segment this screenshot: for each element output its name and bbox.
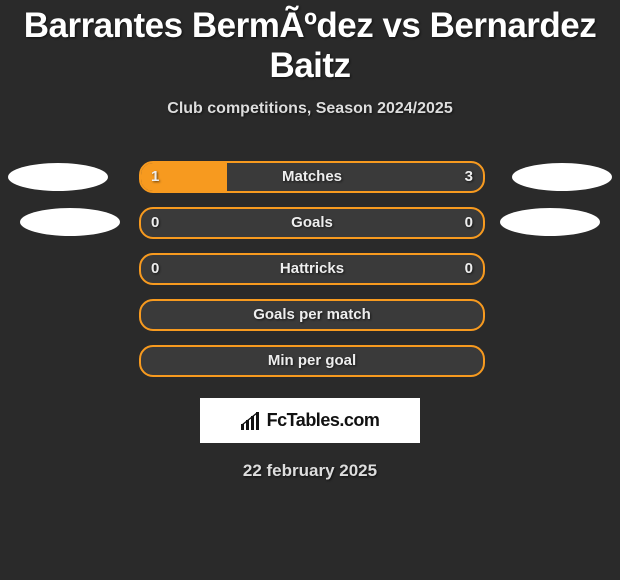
infographic-date: 22 february 2025: [0, 461, 620, 481]
stat-row: Min per goal: [0, 338, 620, 384]
comparison-card: Barrantes BermÃºdez vs Bernardez Baitz C…: [0, 0, 620, 580]
fctables-logo[interactable]: FcTables.com: [200, 398, 420, 443]
stat-row: Goals per match: [0, 292, 620, 338]
stat-label: Matches: [141, 163, 483, 191]
team-marker-right: [500, 208, 600, 236]
stat-label: Min per goal: [141, 347, 483, 375]
stat-bar: 00Goals: [139, 207, 485, 239]
stat-row: 00Goals: [0, 200, 620, 246]
stat-bar: 00Hattricks: [139, 253, 485, 285]
stat-rows: 13Matches 00Goals 00Hattricks Goals per mat…: [0, 154, 620, 384]
bar-chart-icon: [241, 412, 263, 430]
stat-label: Hattricks: [141, 255, 483, 283]
stat-label: Goals per match: [141, 301, 483, 329]
stat-row: 13Matches: [0, 154, 620, 200]
stat-label: Goals: [141, 209, 483, 237]
page-subtitle: Club competitions, Season 2024/2025: [0, 100, 620, 118]
page-title: Barrantes BermÃºdez vs Bernardez Baitz: [0, 0, 620, 86]
stat-bar: Min per goal: [139, 345, 485, 377]
stat-row: 00Hattricks: [0, 246, 620, 292]
stat-bar: 13Matches: [139, 161, 485, 193]
team-marker-left: [8, 163, 108, 191]
logo-text: FcTables.com: [267, 410, 380, 431]
team-marker-right: [512, 163, 612, 191]
stat-bar: Goals per match: [139, 299, 485, 331]
team-marker-left: [20, 208, 120, 236]
